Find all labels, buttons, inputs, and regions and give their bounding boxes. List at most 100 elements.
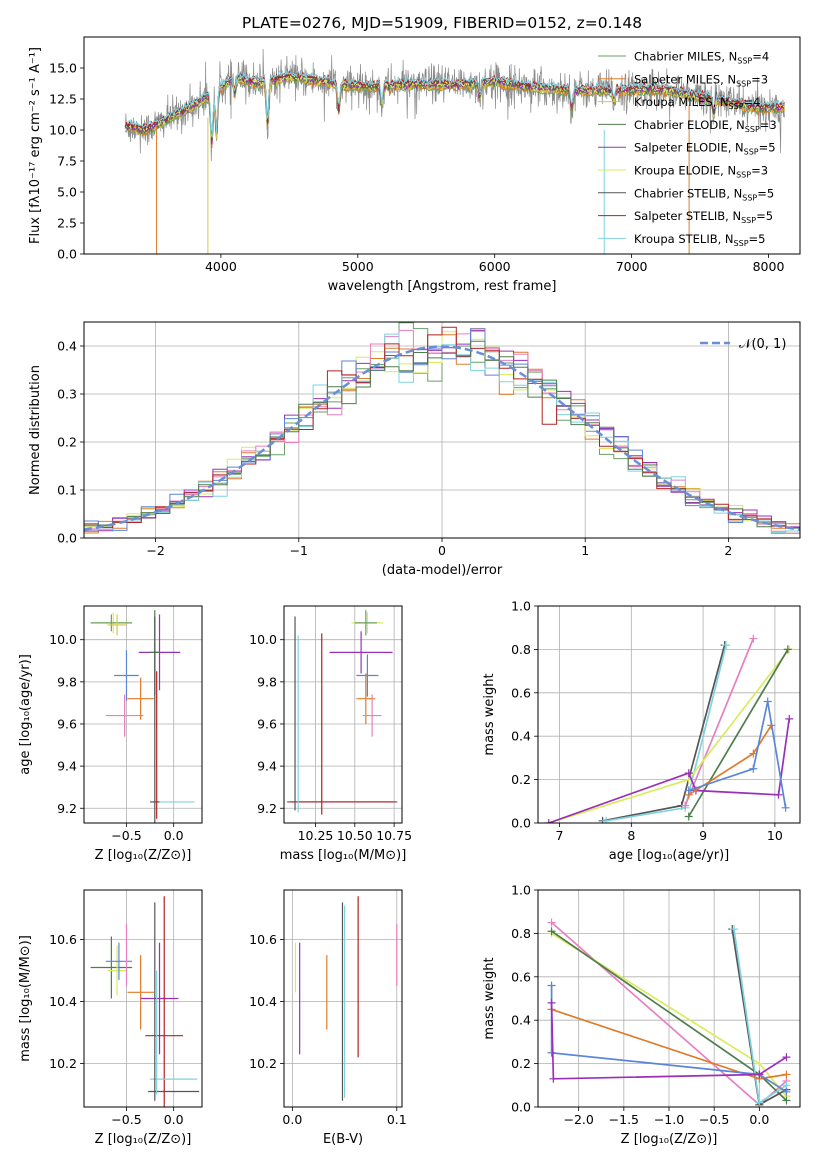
weight-marker: [684, 769, 693, 778]
weight-marker: [547, 1048, 556, 1057]
weight-marker: [755, 1059, 764, 1068]
legend-label: Kroupa STELIB, N: [634, 232, 734, 246]
x-tick-label: 0.0: [282, 1112, 302, 1127]
legend-tail: =3: [751, 164, 768, 178]
y-tick-label: 0.3: [57, 387, 77, 402]
legend-entry: Chabrier ELODIE, NSSP=3: [634, 118, 777, 134]
weight-line: [687, 648, 789, 817]
legend-tail: =4: [744, 95, 761, 109]
y-tick-label: 7.5: [57, 154, 77, 169]
y-axis-label: mass [log₁₀(M/M⊙)]: [18, 935, 33, 1062]
legend-tail: =4: [752, 50, 769, 64]
plot-area: [84, 606, 202, 823]
legend-label: Kroupa ELODIE, N: [634, 164, 736, 178]
x-tick-label: 7: [556, 828, 564, 843]
x-tick-label: 10.75: [376, 828, 412, 843]
y-tick-label: 9.8: [57, 674, 77, 689]
y-tick-label: 0.6: [511, 969, 531, 984]
weight-line: [688, 701, 787, 808]
chart-ebv-mass: 0.0 0.1 10.2 10.4 10.6 E(B-V): [249, 889, 407, 1147]
y-axis-label: Normed distribution: [28, 365, 43, 495]
legend-label: Chabrier ELODIE, N: [634, 118, 745, 132]
x-axis-label: Z [log₁₀(Z/Z⊙)]: [95, 848, 192, 863]
legend-subscript: SSP: [734, 239, 749, 248]
weight-marker: [681, 801, 690, 810]
legend-subscript: SSP: [742, 193, 757, 202]
legend-subscript: SSP: [741, 216, 756, 225]
y-axis-label: mass weight: [482, 957, 497, 1039]
errorbar-point: [105, 942, 133, 980]
chart-age-weight: 7 8 9 10 0.0 0.2 0.4 0.6 0.8 1.0 age [log₁₀(age/yr…: [482, 599, 801, 863]
weight-marker: [785, 714, 794, 723]
x-tick-label: 1: [581, 543, 589, 558]
y-tick-label: 9.8: [257, 674, 277, 689]
errorbar-point: [127, 955, 154, 1030]
weight-marker: [755, 1098, 764, 1107]
x-tick-label: 5000: [342, 259, 374, 274]
errorbar-point: [362, 694, 382, 737]
x-tick-label: −2: [146, 543, 164, 558]
axes-frame: [83, 36, 801, 255]
y-tick-label: 9.6: [257, 716, 277, 731]
x-tick-label: 0: [438, 543, 446, 558]
errorbar-point: [107, 614, 127, 636]
weight-line: [733, 928, 787, 1105]
y-tick-label: 0.2: [511, 1056, 531, 1071]
y-tick-label: 0.0: [511, 1100, 531, 1115]
x-tick-label: 7000: [616, 259, 648, 274]
errorbar-point: [105, 694, 144, 737]
weight-marker: [547, 918, 556, 927]
chart-residuals: −2 −1 0 1 2 0.0 0.1 0.2 0.3 0.4 (data-model)/error…: [28, 321, 801, 578]
legend-subscript: SSP: [737, 57, 752, 66]
y-tick-label: 0.4: [57, 339, 77, 354]
errorbar-point: [90, 936, 133, 999]
legend-label: Chabrier STELIB, N: [634, 186, 742, 200]
normal-curve: [84, 345, 800, 531]
legend-label: Salpeter MILES, N: [634, 72, 736, 86]
legend-label: Kroupa MILES, N: [634, 95, 729, 109]
x-tick-label: 10.25: [298, 828, 334, 843]
y-tick-label: 10.0: [49, 123, 77, 138]
x-tick-label: 6000: [479, 259, 511, 274]
plot-area: [84, 322, 800, 538]
x-axis-label: wavelength [Angstrom, rest frame]: [328, 279, 557, 294]
errorbar-point: [107, 945, 127, 996]
chart-z-age: −0.5 0.0 9.2 9.4 9.6 9.8 10.0 Z [log₁₀(Z/Z⊙)] ag…: [18, 605, 203, 863]
y-tick-label: 9.4: [57, 759, 77, 774]
x-axis-label: (data-model)/error: [382, 563, 503, 578]
y-tick-label: 0.4: [511, 1013, 531, 1028]
weight-marker: [547, 981, 556, 990]
legend-entry: Salpeter MILES, NSSP=3: [634, 72, 768, 88]
weight-marker: [602, 816, 611, 823]
y-tick-label: 10.2: [49, 1056, 77, 1071]
axes-frame: [83, 605, 203, 824]
errorbar-point: [127, 677, 154, 720]
y-axis-label: age [log₁₀(age/yr)]: [18, 654, 33, 775]
y-tick-label: 9.2: [257, 801, 277, 816]
plot-area: [538, 890, 800, 1107]
weight-marker: [549, 1074, 558, 1083]
legend-entry: Kroupa STELIB, NSSP=5: [634, 232, 765, 248]
x-tick-label: 0.0: [749, 1112, 769, 1127]
chart-title: PLATE=0276, MJD=51909, FIBERID=0152, z=0…: [242, 14, 642, 32]
x-tick-label: 9: [699, 828, 707, 843]
legend-label: 𝒩(0, 1): [739, 337, 786, 352]
weight-marker: [749, 634, 758, 643]
legend-entry: Salpeter STELIB, NSSP=5: [634, 209, 773, 225]
legend-tail: =5: [756, 209, 773, 223]
y-axis-label: Flux [fλ10⁻¹⁷ erg cm⁻² s⁻¹ A⁻¹]: [28, 47, 43, 244]
legend-label: Salpeter ELODIE, N: [634, 141, 744, 155]
plot-area: [284, 606, 402, 823]
x-tick-label: 8000: [753, 259, 785, 274]
axes-frame: [537, 889, 801, 1108]
y-axis-label: mass weight: [482, 673, 497, 755]
axes-frame: [283, 605, 403, 824]
legend-tail: =5: [759, 141, 776, 155]
weight-marker: [781, 803, 790, 812]
axes-frame: [83, 889, 203, 1108]
x-tick-label: −2.0: [563, 1112, 593, 1127]
y-tick-label: 10.0: [49, 632, 77, 647]
legend-tail: =5: [757, 186, 774, 200]
x-tick-label: 2: [724, 543, 732, 558]
